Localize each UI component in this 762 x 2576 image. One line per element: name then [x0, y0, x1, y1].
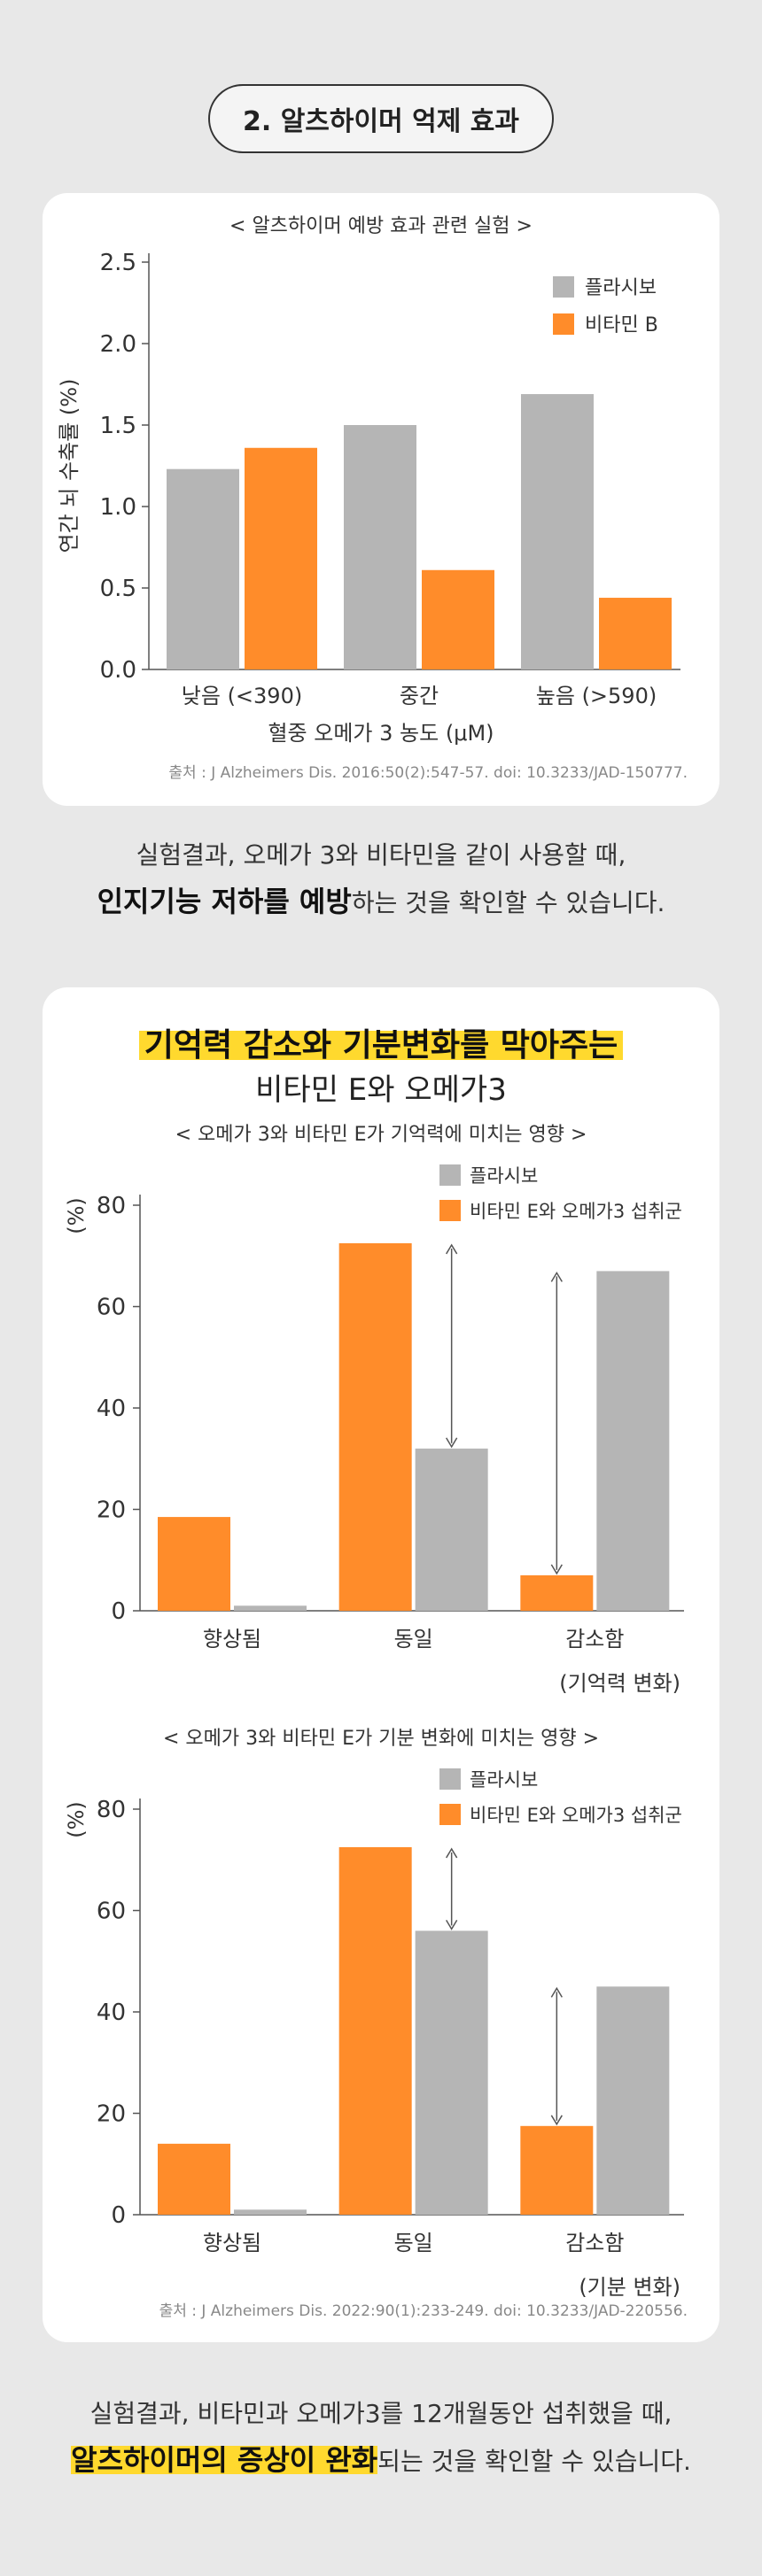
chart2-legend-swatch: [439, 1200, 461, 1221]
chart2-svg: < 오메가 3와 비타민 E가 기억력에 미치는 영향 > 0 20 40 60 80 (%…: [64, 1124, 688, 2320]
chart1-bar: [599, 598, 672, 669]
chart3-legend-label: 비타민 E와 오메가3 섭취군: [470, 1805, 682, 1826]
chart1-svg: < 알츠하이머 예방 효과 관련 실험 > 0.0 0.5 1.0 1.5 2.0 2.5 연…: [57, 215, 688, 782]
chart3-y-tick-label: 20: [97, 2101, 126, 2128]
chart3-legend-swatch: [439, 1768, 461, 1790]
card2-title-highlight: 기억력 감소와 기분변화를 막아주는: [138, 1027, 624, 1064]
chart3-bar: [520, 2125, 594, 2215]
conclusion1-bold: 인지기능 저하를 예방: [97, 885, 352, 918]
chart1-y-tick-label: 2.5: [100, 250, 136, 276]
chart1-bar: [521, 394, 594, 669]
conclusion2-rest: 되는 것을 확인할 수 있습니다.: [377, 2447, 691, 2476]
chart2-diff-arrow-head: [446, 1243, 458, 1255]
chart2-legend-label: 플라시보: [470, 1165, 538, 1187]
chart2-y-tick-label: 20: [97, 1497, 126, 1524]
chart3-diff-arrow-head: [446, 1847, 458, 1859]
chart3-bar: [338, 1846, 412, 2215]
chart3-legend-swatch: [439, 1804, 461, 1825]
chart1-legend-swatch: [553, 276, 574, 298]
chart3-x-tick-label: 향상됨: [203, 2231, 261, 2255]
chart1-legend-label: 플라시보: [585, 277, 657, 299]
chart3-x-tick-label: 감소함: [565, 2231, 624, 2255]
chart2-y-tick-label: 0: [111, 1598, 126, 1625]
chart1-x-tick-label: 높음 (>590): [536, 684, 657, 708]
chart1-y-tick-label: 1.5: [100, 413, 136, 439]
chart1-ylabel: 연간 뇌 수축률 (%): [57, 379, 82, 553]
chart2-legend-label: 비타민 E와 오메가3 섭취군: [470, 1201, 682, 1222]
chart3-diff-arrow-head: [446, 1920, 458, 1930]
chart2-bar: [338, 1242, 412, 1611]
chart2-y-tick-label: 80: [97, 1193, 126, 1219]
chart2-x-tick-label: 감소함: [565, 1627, 624, 1652]
chart2-diff-arrow-head: [550, 1271, 563, 1282]
chart3-diff-arrow-head: [550, 1986, 563, 1998]
chart3-category-note: (기분 변화): [579, 2275, 680, 2300]
chart3-diff-arrow-head: [550, 2115, 563, 2126]
chart1-y-tick-label: 2.0: [100, 331, 136, 358]
card2-title: 기억력 감소와 기분변화를 막아주는: [43, 1019, 719, 1065]
chart1-x-tick-label: 낮음 (<390): [182, 684, 302, 708]
chart2-ylabel: (%): [64, 1197, 89, 1234]
chart3-y-tick-label: 60: [97, 1899, 126, 1925]
chart2-card: 기억력 감소와 기분변화를 막아주는 비타민 E와 오메가3 < 오메가 3와 …: [43, 987, 719, 2342]
chart3-bar: [596, 1986, 670, 2215]
chart2-diff-arrow-head: [446, 1437, 458, 1449]
chart1-y-tick-label: 0.5: [100, 576, 136, 602]
chart1-y-tick-label: 1.0: [100, 494, 136, 521]
chart2-bar: [415, 1448, 488, 1611]
chart2-x-tick-label: 동일: [394, 1627, 433, 1652]
chart3-y-tick-label: 40: [97, 2000, 126, 2026]
chart3-bar: [234, 2209, 307, 2215]
chart2-y-tick-label: 40: [97, 1396, 126, 1422]
chart1-source: 출처 : J Alzheimers Dis. 2016:50(2):547-57…: [168, 764, 688, 782]
conclusion1-rest: 하는 것을 확인할 수 있습니다.: [351, 888, 665, 917]
chart1-legend-swatch: [553, 313, 574, 335]
chart1-bar: [245, 447, 317, 669]
chart1-xlabel: 혈중 오메가 3 농도 (μM): [268, 721, 494, 746]
chart1-legend-label: 비타민 B: [585, 314, 658, 337]
chart2-title: < 오메가 3와 비타민 E가 기억력에 미치는 영향 >: [175, 1124, 587, 1146]
chart3-y-tick-label: 80: [97, 1797, 126, 1823]
section-title: 2. 알츠하이머 억제 효과: [208, 84, 554, 153]
conclusion1: 실험결과, 오메가 3와 비타민을 같이 사용할 때, 인지기능 저하를 예방하…: [0, 832, 762, 926]
chart3-y-tick-label: 0: [111, 2202, 126, 2229]
chart3-bar: [158, 2143, 230, 2215]
conclusion2-highlight: 알츠하이머의 증상이 완화: [71, 2443, 378, 2477]
chart2-bar: [520, 1574, 594, 1611]
chart2-legend-swatch: [439, 1164, 461, 1186]
chart3-legend-label: 플라시보: [470, 1769, 538, 1791]
chart2-category-note: (기억력 변화): [559, 1671, 680, 1696]
card2-subtitle: 비타민 E와 오메가3: [255, 1072, 507, 1108]
chart2-bar: [596, 1271, 670, 1611]
chart1-y-tick-label: 0.0: [100, 657, 136, 684]
chart3-x-tick-label: 동일: [394, 2231, 433, 2255]
chart3-source: 출처 : J Alzheimers Dis. 2022:90(1):233-24…: [159, 2302, 688, 2320]
chart2-bar: [234, 1605, 307, 1611]
chart1-bar: [422, 569, 494, 669]
chart2-y-tick-label: 60: [97, 1295, 126, 1321]
chart1-card: < 알츠하이머 예방 효과 관련 실험 > 0.0 0.5 1.0 1.5 2.0 2.5 연…: [43, 193, 719, 806]
chart1-x-tick-label: 중간: [400, 684, 439, 708]
chart2-diff-arrow-head: [550, 1564, 563, 1575]
chart1-title: < 알츠하이머 예방 효과 관련 실험 >: [229, 215, 533, 237]
chart2-bar: [158, 1517, 230, 1611]
chart3-title: < 오메가 3와 비타민 E가 기분 변화에 미치는 영향 >: [163, 1728, 599, 1750]
chart3-bar: [415, 1930, 488, 2215]
chart3-ylabel: (%): [64, 1801, 89, 1838]
conclusion1-line1: 실험결과, 오메가 3와 비타민을 같이 사용할 때,: [136, 840, 626, 870]
chart1-bar: [344, 425, 416, 669]
chart1-bar: [167, 468, 239, 669]
conclusion2-line1: 실험결과, 비타민과 오메가3를 12개월동안 섭취했을 때,: [89, 2399, 673, 2428]
conclusion2: 실험결과, 비타민과 오메가3를 12개월동안 섭취했을 때, 알츠하이머의 증…: [0, 2391, 762, 2485]
chart2-x-tick-label: 향상됨: [203, 1627, 261, 1652]
